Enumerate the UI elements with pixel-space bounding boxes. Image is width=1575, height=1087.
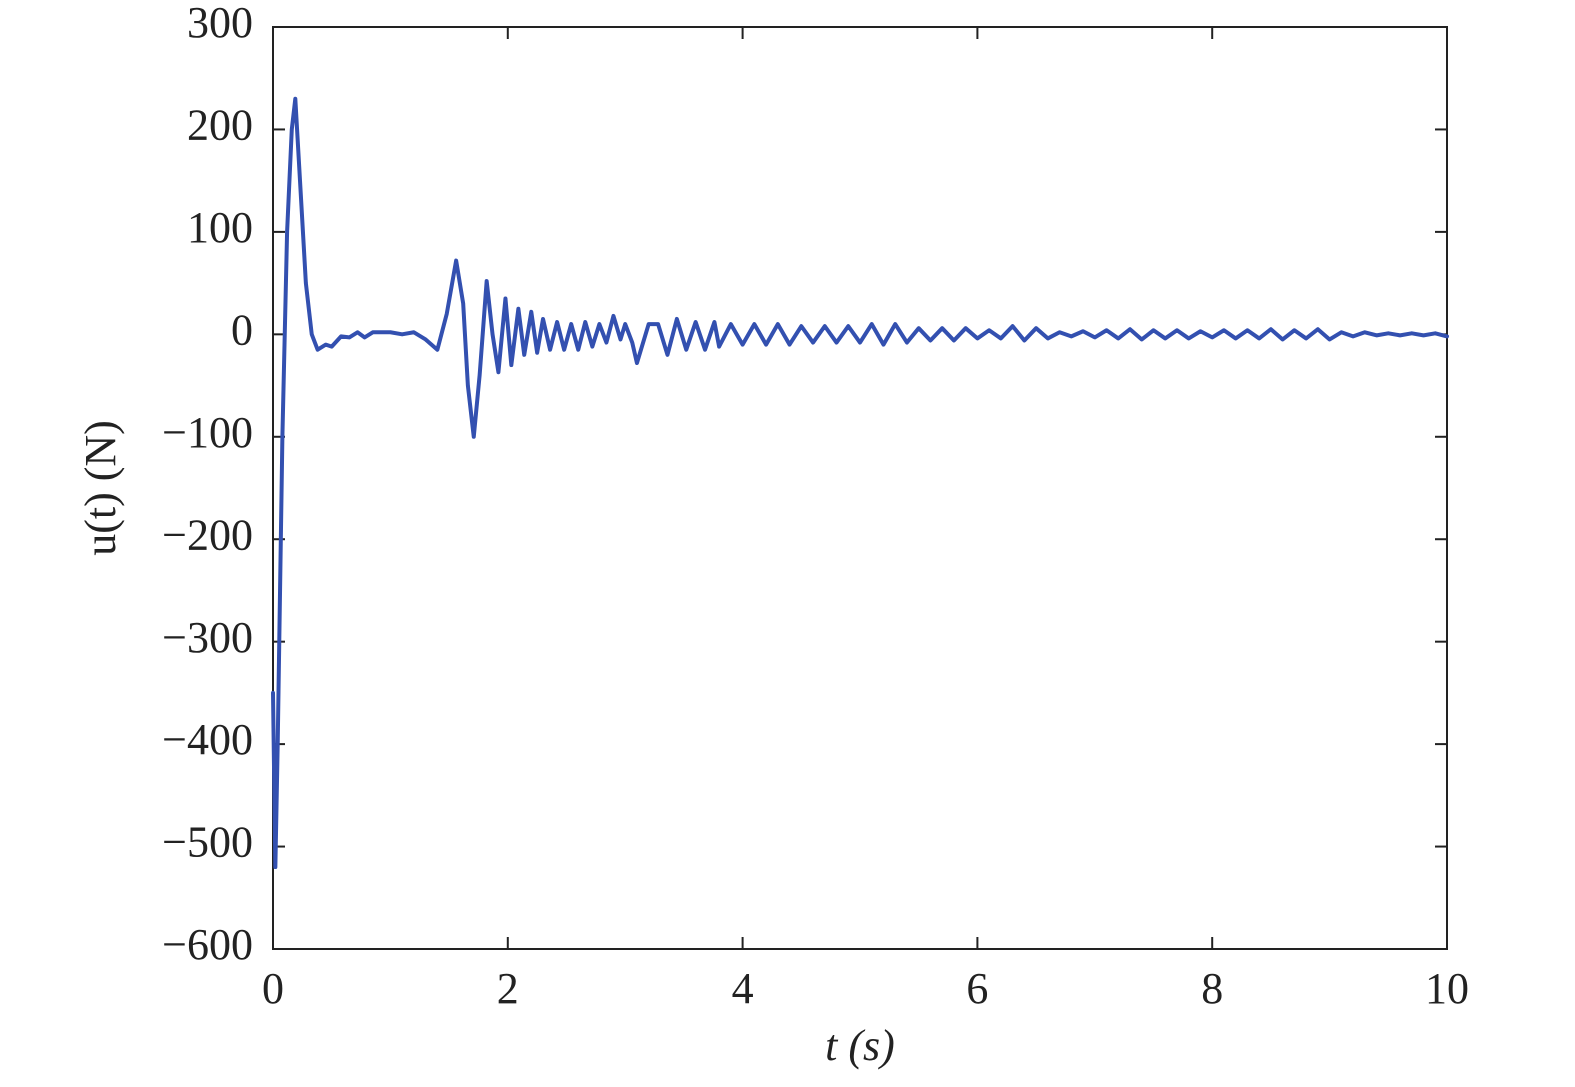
y-tick-label: −600 bbox=[162, 920, 253, 969]
x-axis-label: t (s) bbox=[825, 1021, 895, 1070]
y-tick-label: 0 bbox=[231, 305, 253, 354]
x-tick-label: 2 bbox=[497, 964, 519, 1013]
data-line bbox=[271, 96, 1449, 870]
y-tick-label: 100 bbox=[187, 203, 253, 252]
y-tick-label: 300 bbox=[187, 0, 253, 47]
plot-frame bbox=[272, 26, 1448, 950]
y-tick-label: −200 bbox=[162, 510, 253, 559]
y-tick-label: −300 bbox=[162, 613, 253, 662]
x-tick-label: 8 bbox=[1201, 964, 1223, 1013]
y-axis-label: u(t) (N) bbox=[76, 420, 125, 556]
y-tick-label: −500 bbox=[162, 818, 253, 867]
y-tick-label: 200 bbox=[187, 101, 253, 150]
x-tick-label: 4 bbox=[732, 964, 754, 1013]
x-tick-label: 0 bbox=[262, 964, 284, 1013]
y-tick-label: −100 bbox=[162, 408, 253, 457]
x-tick-label: 6 bbox=[966, 964, 988, 1013]
y-tick-label: −400 bbox=[162, 715, 253, 764]
x-tick-label: 10 bbox=[1425, 964, 1469, 1013]
